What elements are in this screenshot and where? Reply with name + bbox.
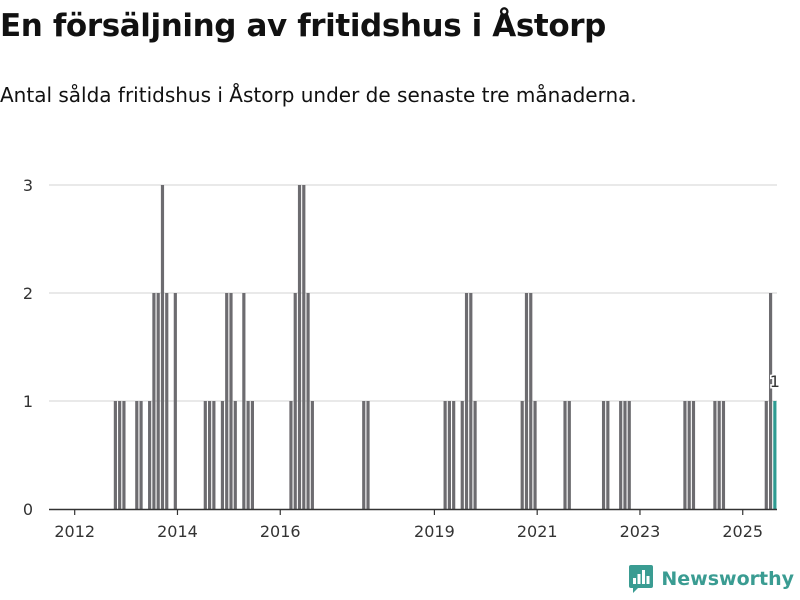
bar: [148, 401, 152, 509]
bar: [717, 401, 721, 509]
y-tick-label: 0: [23, 500, 33, 519]
x-tick-label: 2021: [517, 522, 558, 541]
bar: [297, 185, 302, 509]
bar: [619, 401, 623, 509]
bar: [691, 401, 696, 509]
bar: [156, 293, 160, 509]
bar: [768, 293, 773, 509]
bar: [246, 401, 250, 509]
brand-logo: Newsworthy: [628, 564, 794, 594]
bar: [563, 401, 567, 509]
x-tick-label: 2012: [54, 522, 95, 541]
y-tick-label: 3: [23, 176, 33, 195]
bar: [289, 401, 293, 509]
bar: [362, 401, 366, 509]
bar: [302, 185, 306, 509]
chart-subtitle: Antal sålda fritidshus i Åstorp under de…: [0, 83, 637, 107]
bar: [764, 401, 768, 509]
highlight-value-label: 1: [770, 372, 780, 391]
bar: [165, 293, 169, 509]
bar: [173, 293, 177, 509]
bar: [233, 401, 237, 509]
bar: [160, 185, 165, 509]
bar: [464, 293, 469, 509]
bar: [460, 401, 464, 509]
newsworthy-logo-icon: [629, 565, 654, 593]
bar: [520, 401, 524, 509]
bar: [443, 401, 447, 509]
y-tick-label: 2: [23, 284, 33, 303]
bar: [229, 293, 233, 509]
chart-title: En försäljning av fritidshus i Åstorp: [0, 8, 606, 44]
bar: [242, 293, 246, 509]
bar: [208, 401, 212, 509]
bar: [533, 401, 537, 509]
bar: [118, 401, 122, 509]
x-tick-label: 2025: [722, 522, 763, 541]
bar: [203, 401, 207, 509]
bar: [452, 401, 456, 509]
x-tick-label: 2014: [157, 522, 198, 541]
bar: [310, 401, 314, 509]
brand-name: Newsworthy: [661, 568, 794, 590]
bar: [447, 401, 451, 509]
bar: [601, 401, 606, 509]
bar: [152, 293, 156, 509]
bar: [623, 401, 627, 509]
x-tick-label: 2019: [414, 522, 455, 541]
bar: [293, 293, 297, 509]
bar: [567, 401, 571, 509]
bar: [687, 401, 691, 509]
bar: [529, 293, 533, 509]
bar: [135, 401, 139, 509]
bar: [469, 293, 473, 509]
bar: [113, 401, 117, 509]
bar: [122, 401, 126, 509]
bar: [524, 293, 529, 509]
bar: [713, 401, 717, 509]
bar: [683, 401, 687, 509]
bar: [220, 401, 225, 509]
x-tick-label: 2016: [260, 522, 301, 541]
bar: [721, 401, 726, 509]
bar: [139, 401, 143, 509]
bar: [627, 401, 631, 509]
bar: [366, 401, 370, 509]
bar: [250, 401, 254, 509]
bar: [306, 293, 310, 509]
bar: [606, 401, 610, 509]
x-tick-label: 2023: [620, 522, 661, 541]
bar: [473, 401, 477, 509]
bar: [212, 401, 216, 509]
bar-highlight: [773, 401, 777, 509]
y-tick-label: 1: [23, 392, 33, 411]
bar: [225, 293, 229, 509]
